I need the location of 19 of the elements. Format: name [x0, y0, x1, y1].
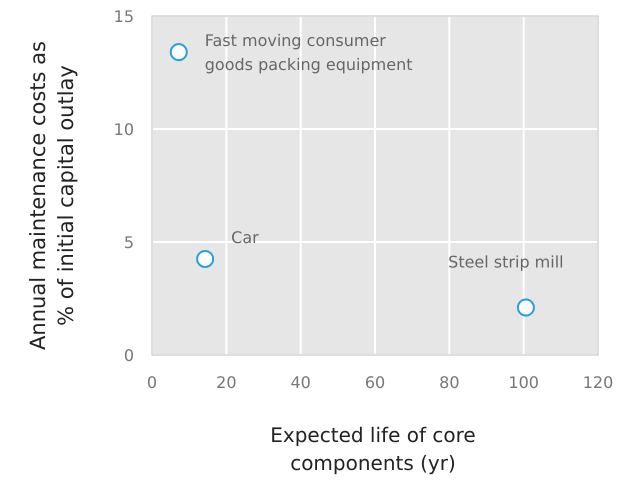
- x-tick-label: 0: [146, 373, 158, 392]
- y-tick-label: 5: [124, 233, 134, 252]
- x-tick-label: 20: [216, 373, 237, 392]
- point: [196, 250, 214, 268]
- x-tick-label: 60: [364, 373, 386, 392]
- y-tick-label: 0: [124, 346, 134, 365]
- x-tick-label: 40: [290, 373, 311, 392]
- y-tick-label: 15: [114, 7, 134, 26]
- point: [170, 43, 188, 62]
- annotation: Car: [231, 228, 260, 247]
- annotation: Steel strip mill: [448, 252, 564, 272]
- point: [516, 298, 535, 317]
- x-tick-label: 80: [439, 373, 460, 392]
- x-axis-title: Expected life of core components (yr): [270, 423, 476, 475]
- y-axis-title: Annual maintenance costs as % of initial capital outlay: [26, 41, 78, 350]
- x-tick-label: 100: [508, 373, 539, 392]
- x-tick-label: 120: [582, 373, 614, 392]
- y-tick-label: 10: [114, 120, 134, 139]
- annotation: Fast moving consumer goods packing equipment: [204, 31, 413, 74]
